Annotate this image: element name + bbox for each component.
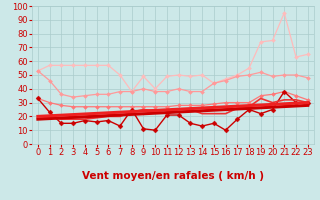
X-axis label: Vent moyen/en rafales ( km/h ): Vent moyen/en rafales ( km/h ) <box>82 171 264 181</box>
